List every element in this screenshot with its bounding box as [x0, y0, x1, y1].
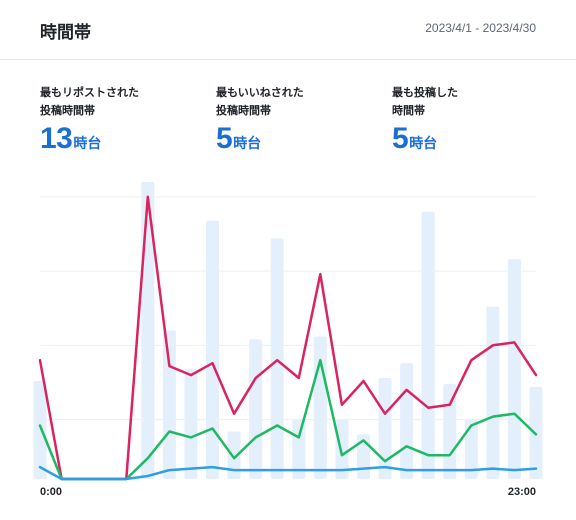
- page-title: 時間帯: [40, 23, 91, 43]
- bar: [378, 378, 392, 479]
- stat-label: 最も投稿した 時間帯: [392, 86, 458, 117]
- stat-label: 最もいいねされた 投稿時間帯: [216, 86, 304, 117]
- stat-unit: 時台: [409, 136, 438, 152]
- bar: [443, 383, 457, 479]
- bar: [421, 211, 435, 479]
- bar: [206, 220, 220, 480]
- x-tick-last: 23:00: [508, 486, 536, 498]
- chart-grid: [40, 196, 536, 421]
- stat-value: 5時台: [216, 122, 376, 156]
- bar: [313, 336, 327, 479]
- bar: [464, 419, 478, 479]
- bar: [249, 339, 263, 479]
- stat-number: 13: [40, 122, 73, 155]
- series-line: [38, 465, 538, 481]
- stat-most-liked: 最もいいねされた 投稿時間帯 5時台: [216, 84, 376, 156]
- stat-label: 最もリポストされた 投稿時間帯: [40, 86, 139, 117]
- stat-number: 5: [392, 122, 409, 155]
- bar: [184, 369, 198, 479]
- bar: [270, 238, 284, 479]
- date-range: 2023/4/1 - 2023/4/30: [425, 21, 536, 35]
- bar-series: [33, 182, 543, 480]
- bar: [33, 380, 47, 479]
- bar: [507, 259, 521, 479]
- stat-unit: 時台: [233, 136, 262, 152]
- stat-unit: 時台: [73, 136, 102, 152]
- stat-value: 5時台: [392, 122, 552, 156]
- stat-most-reposted: 最もリポストされた 投稿時間帯 13時台: [40, 84, 200, 156]
- bar: [162, 330, 176, 479]
- stat-number: 5: [216, 122, 233, 155]
- line-series: [38, 195, 538, 481]
- bar: [335, 419, 349, 479]
- card-header: 時間帯 2023/4/1 - 2023/4/30: [0, 0, 576, 60]
- stat-most-posted: 最も投稿した 時間帯 5時台: [392, 84, 552, 156]
- x-tick-first: 0:00: [40, 486, 62, 498]
- series-line: [38, 195, 538, 481]
- bar: [227, 431, 241, 479]
- stat-value: 13時台: [40, 122, 200, 156]
- bar: [141, 182, 155, 479]
- bar: [400, 363, 414, 479]
- hourly-chart: 0:00 23:00: [33, 182, 543, 498]
- bar: [486, 306, 500, 479]
